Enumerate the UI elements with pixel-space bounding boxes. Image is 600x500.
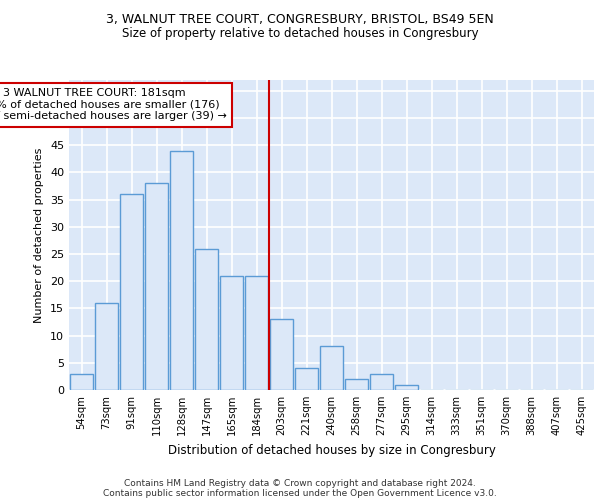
Text: Contains public sector information licensed under the Open Government Licence v3: Contains public sector information licen… — [103, 488, 497, 498]
Bar — [120, 194, 143, 390]
Text: Size of property relative to detached houses in Congresbury: Size of property relative to detached ho… — [122, 28, 478, 40]
Bar — [95, 303, 118, 390]
Y-axis label: Number of detached properties: Number of detached properties — [34, 148, 44, 322]
Bar — [245, 276, 268, 390]
Bar — [295, 368, 318, 390]
Text: 3 WALNUT TREE COURT: 181sqm
← 82% of detached houses are smaller (176)
18% of se: 3 WALNUT TREE COURT: 181sqm ← 82% of det… — [0, 88, 227, 122]
Bar — [195, 248, 218, 390]
Bar — [145, 184, 168, 390]
Bar — [370, 374, 393, 390]
Bar — [320, 346, 343, 390]
Text: 3, WALNUT TREE COURT, CONGRESBURY, BRISTOL, BS49 5EN: 3, WALNUT TREE COURT, CONGRESBURY, BRIST… — [106, 12, 494, 26]
Bar — [345, 379, 368, 390]
Bar — [220, 276, 243, 390]
Bar — [395, 384, 418, 390]
Bar — [70, 374, 93, 390]
Bar — [270, 320, 293, 390]
Bar — [170, 150, 193, 390]
X-axis label: Distribution of detached houses by size in Congresbury: Distribution of detached houses by size … — [167, 444, 496, 456]
Text: Contains HM Land Registry data © Crown copyright and database right 2024.: Contains HM Land Registry data © Crown c… — [124, 478, 476, 488]
